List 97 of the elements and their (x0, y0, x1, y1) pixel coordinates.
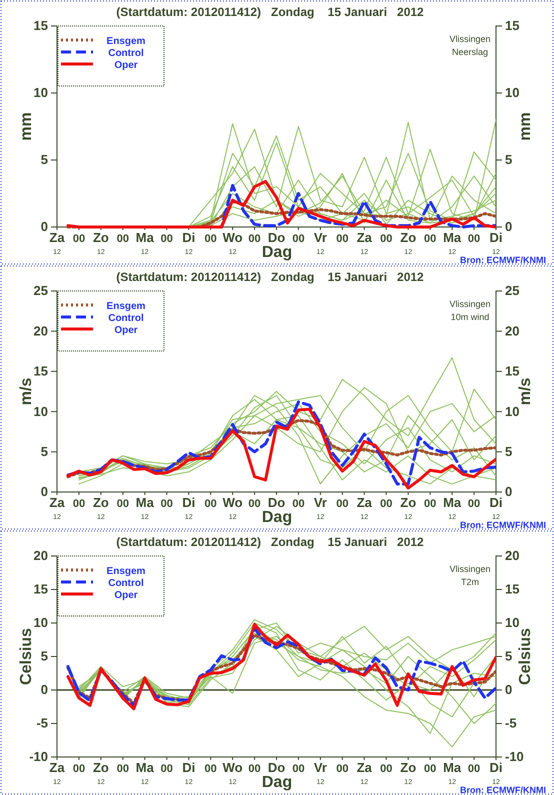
y-tick-label: 5 (40, 648, 48, 664)
y2-tick-label: 20 (505, 323, 520, 338)
x-tick-label: 00 (72, 763, 86, 775)
y-tick-label: 20 (34, 548, 48, 564)
y-tick-label: 10 (34, 85, 48, 100)
x-tick-label: 00 (336, 763, 348, 775)
y2-axis-title: m/s (517, 378, 534, 406)
y-tick-label: 10 (34, 615, 48, 630)
annotation: Vlissingen (449, 34, 491, 44)
x-axis-title: Dag (262, 509, 292, 526)
legend-label: Oper (114, 325, 138, 336)
y2-tick-label: 0 (505, 682, 512, 698)
y2-tick-label: 15 (505, 18, 520, 34)
x-axis-title: Dag (262, 774, 292, 791)
x-tick-label: 00 (292, 498, 305, 510)
x-tick-label: 00 (380, 763, 392, 775)
annotation: T2m (461, 577, 479, 587)
x-tick-label: 00 (204, 763, 217, 775)
x-tick-label: 00 (204, 498, 217, 510)
y2-tick-label: 10 (505, 404, 520, 419)
x-tick-label: 00 (424, 233, 436, 245)
y-tick-label: -10 (29, 749, 48, 764)
y2-tick-label: 5 (505, 152, 512, 168)
x-tick-label: 00 (116, 233, 129, 245)
x-tick-label: 00 (292, 763, 305, 775)
y-tick-label: 5 (40, 152, 48, 168)
x-tick-label: Do (268, 760, 286, 775)
y2-tick-label: 0 (505, 484, 512, 500)
y-tick-label: -5 (36, 716, 48, 731)
y2-tick-label: -10 (505, 749, 524, 764)
annotation: Vlissingen (449, 564, 491, 574)
x-tick-label: 00 (204, 233, 217, 245)
chart-title: (Startdatum: 2012011412) Zondag 15 Januari 2012 (116, 5, 424, 19)
text: Bron: ECMWF/KNMI (460, 255, 546, 265)
x-tick-label: 00 (248, 763, 261, 775)
y2-tick-label: 10 (505, 85, 520, 100)
y2-tick-label: 10 (505, 615, 520, 630)
y2-tick-label: 5 (505, 444, 512, 459)
y2-tick-label: 25 (505, 283, 520, 298)
x-tick-label: 00 (116, 763, 129, 775)
legend-label: Control (108, 48, 144, 59)
legend-label: Ensgem (106, 566, 146, 577)
x-tick-label: 00 (380, 233, 392, 245)
x-tick-label: 00 (336, 233, 348, 245)
text: Bron: ECMWF/KNMI (460, 785, 546, 795)
x-tick-label: Do (268, 495, 286, 510)
x-tick-label: 00 (292, 233, 305, 245)
legend-label: Ensgem (106, 301, 146, 312)
x-axis-title: Dag (262, 244, 292, 261)
annotation: Vlissingen (449, 299, 491, 309)
y2-axis-title: mm (517, 112, 534, 141)
y-tick-label: 0 (40, 682, 48, 698)
x-tick-label: 00 (72, 233, 86, 245)
y2-axis-title: Celsius (517, 628, 534, 685)
x-tick-label: 00 (160, 498, 173, 510)
x-tick-label: 00 (336, 498, 348, 510)
y2-tick-label: -5 (505, 716, 517, 731)
y-tick-label: 15 (34, 582, 48, 597)
legend-label: Control (108, 313, 144, 324)
legend-label: Oper (114, 60, 138, 71)
y-axis-title: Celsius (18, 628, 35, 685)
y-tick-label: 0 (40, 484, 48, 500)
y-tick-label: 5 (40, 444, 48, 459)
y2-tick-label: 15 (505, 364, 520, 379)
x-tick-label: 00 (468, 498, 480, 510)
x-tick-label: 00 (160, 233, 173, 245)
y-axis-title: m/s (18, 378, 35, 406)
y-tick-label: 25 (34, 283, 48, 298)
y-tick-label: 15 (34, 18, 48, 34)
annotation: 10m wind (450, 312, 490, 322)
y-tick-label: 20 (34, 323, 48, 338)
x-tick-label: 00 (468, 233, 480, 245)
x-tick-label: 00 (468, 763, 480, 775)
x-tick-label: 00 (116, 498, 129, 510)
text: Bron: ECMWF/KNMI (460, 520, 546, 530)
x-tick-label: 00 (424, 763, 436, 775)
y-axis-title: mm (18, 112, 35, 141)
y2-tick-label: 20 (505, 548, 520, 564)
y2-tick-label: 5 (505, 648, 512, 664)
x-tick-label: 00 (248, 498, 261, 510)
chart-title: (Startdatum: 2012011412) Zondag 15 Januari 2012 (116, 270, 424, 284)
chart-title: (Startdatum: 2012011412) Zondag 15 Januari 2012 (116, 535, 424, 549)
x-tick-label: 00 (72, 498, 86, 510)
x-tick-label: 00 (380, 498, 392, 510)
y2-tick-label: 0 (505, 219, 512, 234)
x-tick-label: 00 (424, 498, 436, 510)
x-tick-label: Do (268, 230, 286, 245)
y2-tick-label: 15 (505, 582, 520, 597)
x-tick-label: 00 (248, 233, 261, 245)
y-tick-label: 15 (34, 364, 48, 379)
x-tick-label: 00 (160, 763, 173, 775)
annotation: Neerslag (452, 47, 488, 57)
legend-label: Ensgem (106, 36, 146, 47)
y-tick-label: 0 (40, 219, 48, 234)
y-tick-label: 10 (34, 404, 48, 419)
legend-label: Oper (114, 590, 138, 601)
legend-label: Control (108, 578, 144, 589)
